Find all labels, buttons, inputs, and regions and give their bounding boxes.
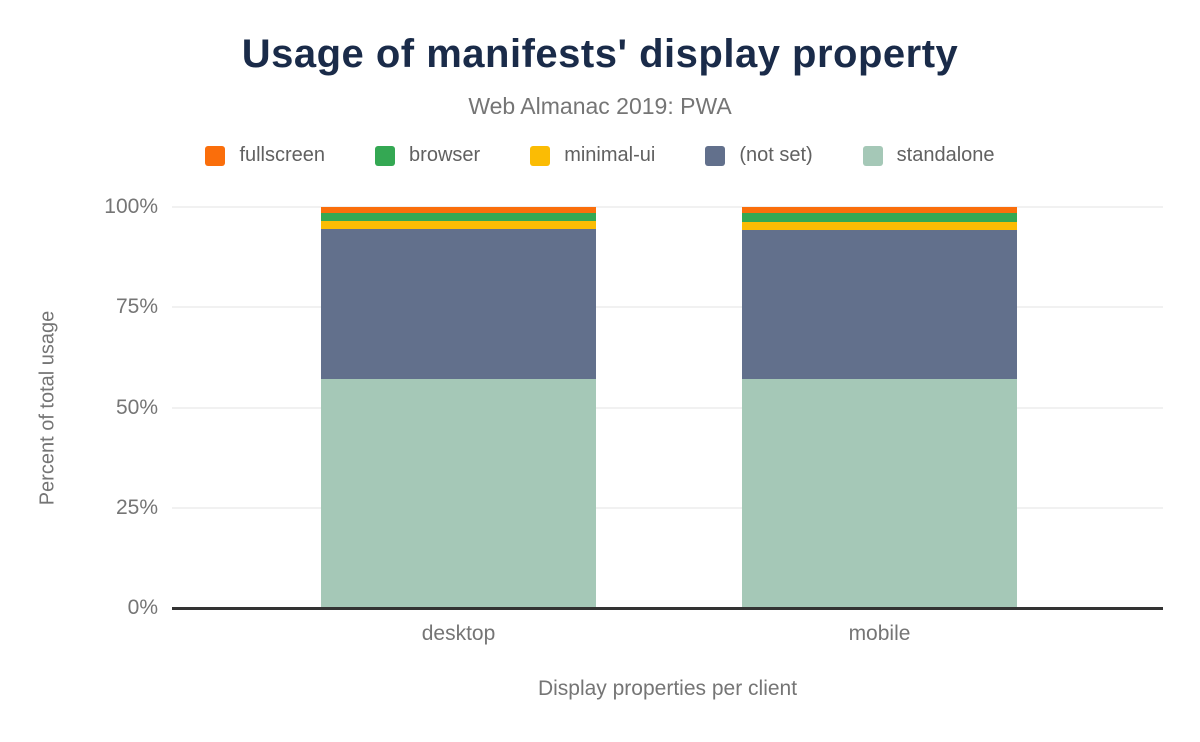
bar-segment-mobile-fullscreen[interactable] [742, 207, 1017, 213]
legend: fullscreen browser minimal-ui (not set) stan… [0, 144, 1200, 167]
y-tick-label-100: 100% [104, 195, 158, 218]
legend-swatch-icon [862, 145, 883, 166]
gridline-75 [172, 306, 1163, 309]
legend-label: (not set) [739, 144, 813, 166]
bar-segment-desktop-fullscreen[interactable] [321, 207, 596, 213]
bar-segment-mobile-browser[interactable] [742, 212, 1017, 222]
bar-segment-desktop-browser[interactable] [321, 212, 596, 222]
gridline-100 [172, 206, 1163, 208]
legend-item-browser: browser [375, 144, 480, 167]
bar-segment-desktop-standalone[interactable] [321, 379, 596, 608]
y-axis-title: Percent of total usage [36, 310, 59, 506]
legend-swatch-icon [705, 145, 726, 166]
x-tick-label-desktop: desktop [421, 622, 496, 645]
x-tick-label-mobile: mobile [848, 622, 911, 645]
legend-swatch-icon [375, 145, 396, 166]
gridline-25 [172, 506, 1163, 509]
bar-desktop [321, 207, 596, 608]
legend-item-standalone: standalone [862, 144, 995, 167]
legend-item-fullscreen: fullscreen [205, 144, 325, 167]
bar-segment-mobile-minimal-ui[interactable] [742, 221, 1017, 230]
bar-mobile [742, 207, 1017, 608]
legend-item-notset: (not set) [705, 144, 813, 167]
legend-label: minimal-ui [564, 144, 656, 166]
x-axis-title: Display properties per client [537, 677, 798, 700]
y-tick-label-0: 0% [127, 596, 158, 619]
chart-title: Usage of manifests' display property [241, 32, 959, 76]
legend-label: fullscreen [239, 144, 326, 166]
y-tick-label-25: 25% [115, 495, 158, 519]
bar-segment-mobile-standalone[interactable] [742, 379, 1017, 608]
bar-segment-mobile-notset[interactable] [742, 229, 1017, 380]
chart-subtitle: Web Almanac 2019: PWA [468, 93, 732, 119]
legend-swatch-icon [530, 145, 551, 166]
legend-label: browser [409, 144, 481, 166]
bar-segment-desktop-minimal-ui[interactable] [321, 221, 596, 230]
gridline-50 [172, 406, 1163, 409]
legend-swatch-icon [205, 145, 226, 166]
bar-segment-desktop-notset[interactable] [321, 229, 596, 380]
y-tick-label-50: 50% [115, 395, 158, 419]
legend-label: standalone [896, 144, 995, 166]
legend-item-minimal-ui: minimal-ui [530, 144, 655, 167]
plot-area [172, 206, 1163, 610]
x-axis-line [172, 607, 1163, 610]
y-tick-label-75: 75% [115, 295, 158, 319]
